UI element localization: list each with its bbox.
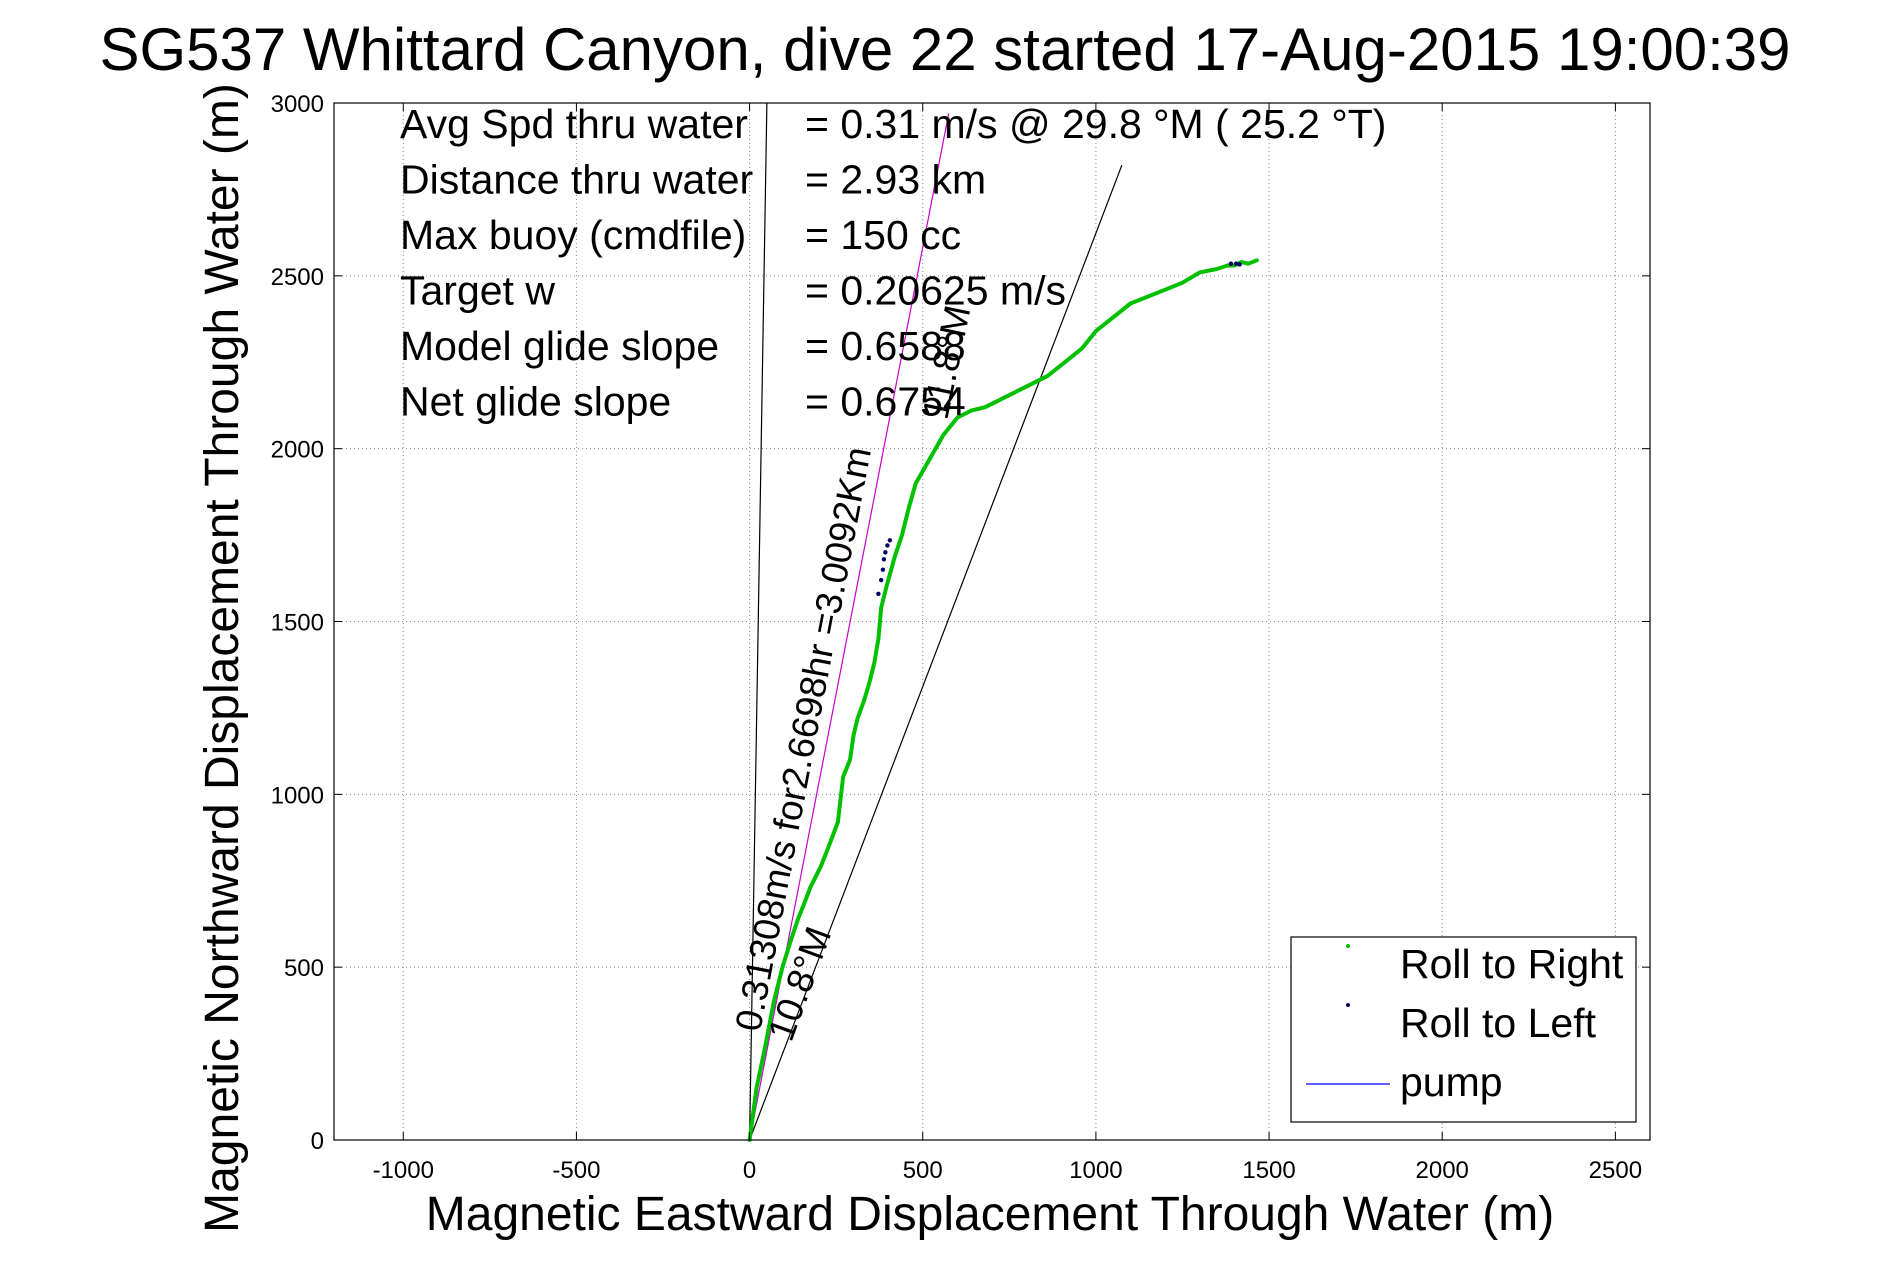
stat-value: = 0.6754	[805, 379, 966, 425]
roll-left-point	[885, 543, 890, 548]
legend-swatch	[1346, 1003, 1350, 1007]
roll-right-track	[747, 258, 1259, 1142]
x-tick-label: 0	[743, 1157, 756, 1184]
stat-value: = 0.20625 m/s	[805, 268, 1066, 314]
stat-value: = 2.93 km	[805, 157, 986, 203]
stat-label: Target w	[400, 268, 555, 314]
y-tick-label: 1000	[271, 782, 324, 809]
roll-left-point	[1237, 262, 1242, 267]
y-axis-label: Magnetic Northward Displacement Through …	[196, 83, 249, 1233]
y-tick-label: 500	[284, 955, 324, 982]
roll-left-point	[881, 557, 887, 562]
roll-left-point	[1228, 261, 1234, 266]
roll-left-point	[876, 591, 881, 597]
x-tick-label: 2500	[1589, 1157, 1642, 1184]
reference-line	[748, 102, 768, 1141]
stat-label: Net glide slope	[400, 379, 671, 425]
x-axis-label: Magnetic Eastward Displacement Through W…	[426, 1188, 1554, 1241]
roll-left-point	[878, 577, 884, 583]
legend-swatch	[1346, 944, 1350, 948]
dive-stats-text: Avg Spd thru water = 0.31 m/s @ 29.8 °M (…	[400, 101, 1386, 425]
stat-label: Max buoy (cmdfile)	[400, 212, 746, 258]
x-tick-label: 2000	[1416, 1157, 1469, 1184]
stat-value: = 0.31 m/s @ 29.8 °M ( 25.2 °T)	[805, 101, 1386, 147]
x-tick-label: -500	[552, 1157, 600, 1184]
roll-left-point	[1233, 261, 1239, 266]
y-tick-label: 2500	[271, 264, 324, 291]
legend: Roll to Right Roll to Left pump	[1290, 936, 1637, 1123]
roll-left-point	[887, 538, 893, 543]
y-tick-label: 1500	[271, 610, 324, 637]
roll-left-point	[880, 567, 886, 572]
y-tick-label: 0	[311, 1128, 324, 1155]
legend-label: Roll to Right	[1400, 941, 1624, 987]
legend-label: Roll to Left	[1400, 1000, 1597, 1046]
stat-value: = 0.6588	[805, 323, 966, 369]
x-tick-label: -1000	[373, 1157, 434, 1184]
y-tick-label: 3000	[271, 91, 324, 118]
x-tick-label: 1500	[1242, 1157, 1295, 1184]
chart-title: SG537 Whittard Canyon, dive 22 started 1…	[99, 16, 1790, 83]
stat-label: Distance thru water	[400, 157, 753, 203]
data-series	[747, 258, 1259, 1142]
roll-left-point	[883, 550, 888, 555]
x-tick-label: 1000	[1069, 1157, 1122, 1184]
legend-label: pump	[1400, 1059, 1503, 1105]
stat-label: Avg Spd thru water	[400, 101, 748, 147]
legend-box	[1290, 936, 1637, 1123]
y-tick-label: 2000	[271, 437, 324, 464]
tick-labels: -1000 -500 0 500 1000 1500 2000 2500 0 500 1000 150…	[271, 91, 1650, 1184]
stat-label: Model glide slope	[400, 323, 719, 369]
x-tick-label: 500	[903, 1157, 943, 1184]
reference-line	[749, 165, 1123, 1141]
stat-value: = 150 cc	[805, 212, 961, 258]
